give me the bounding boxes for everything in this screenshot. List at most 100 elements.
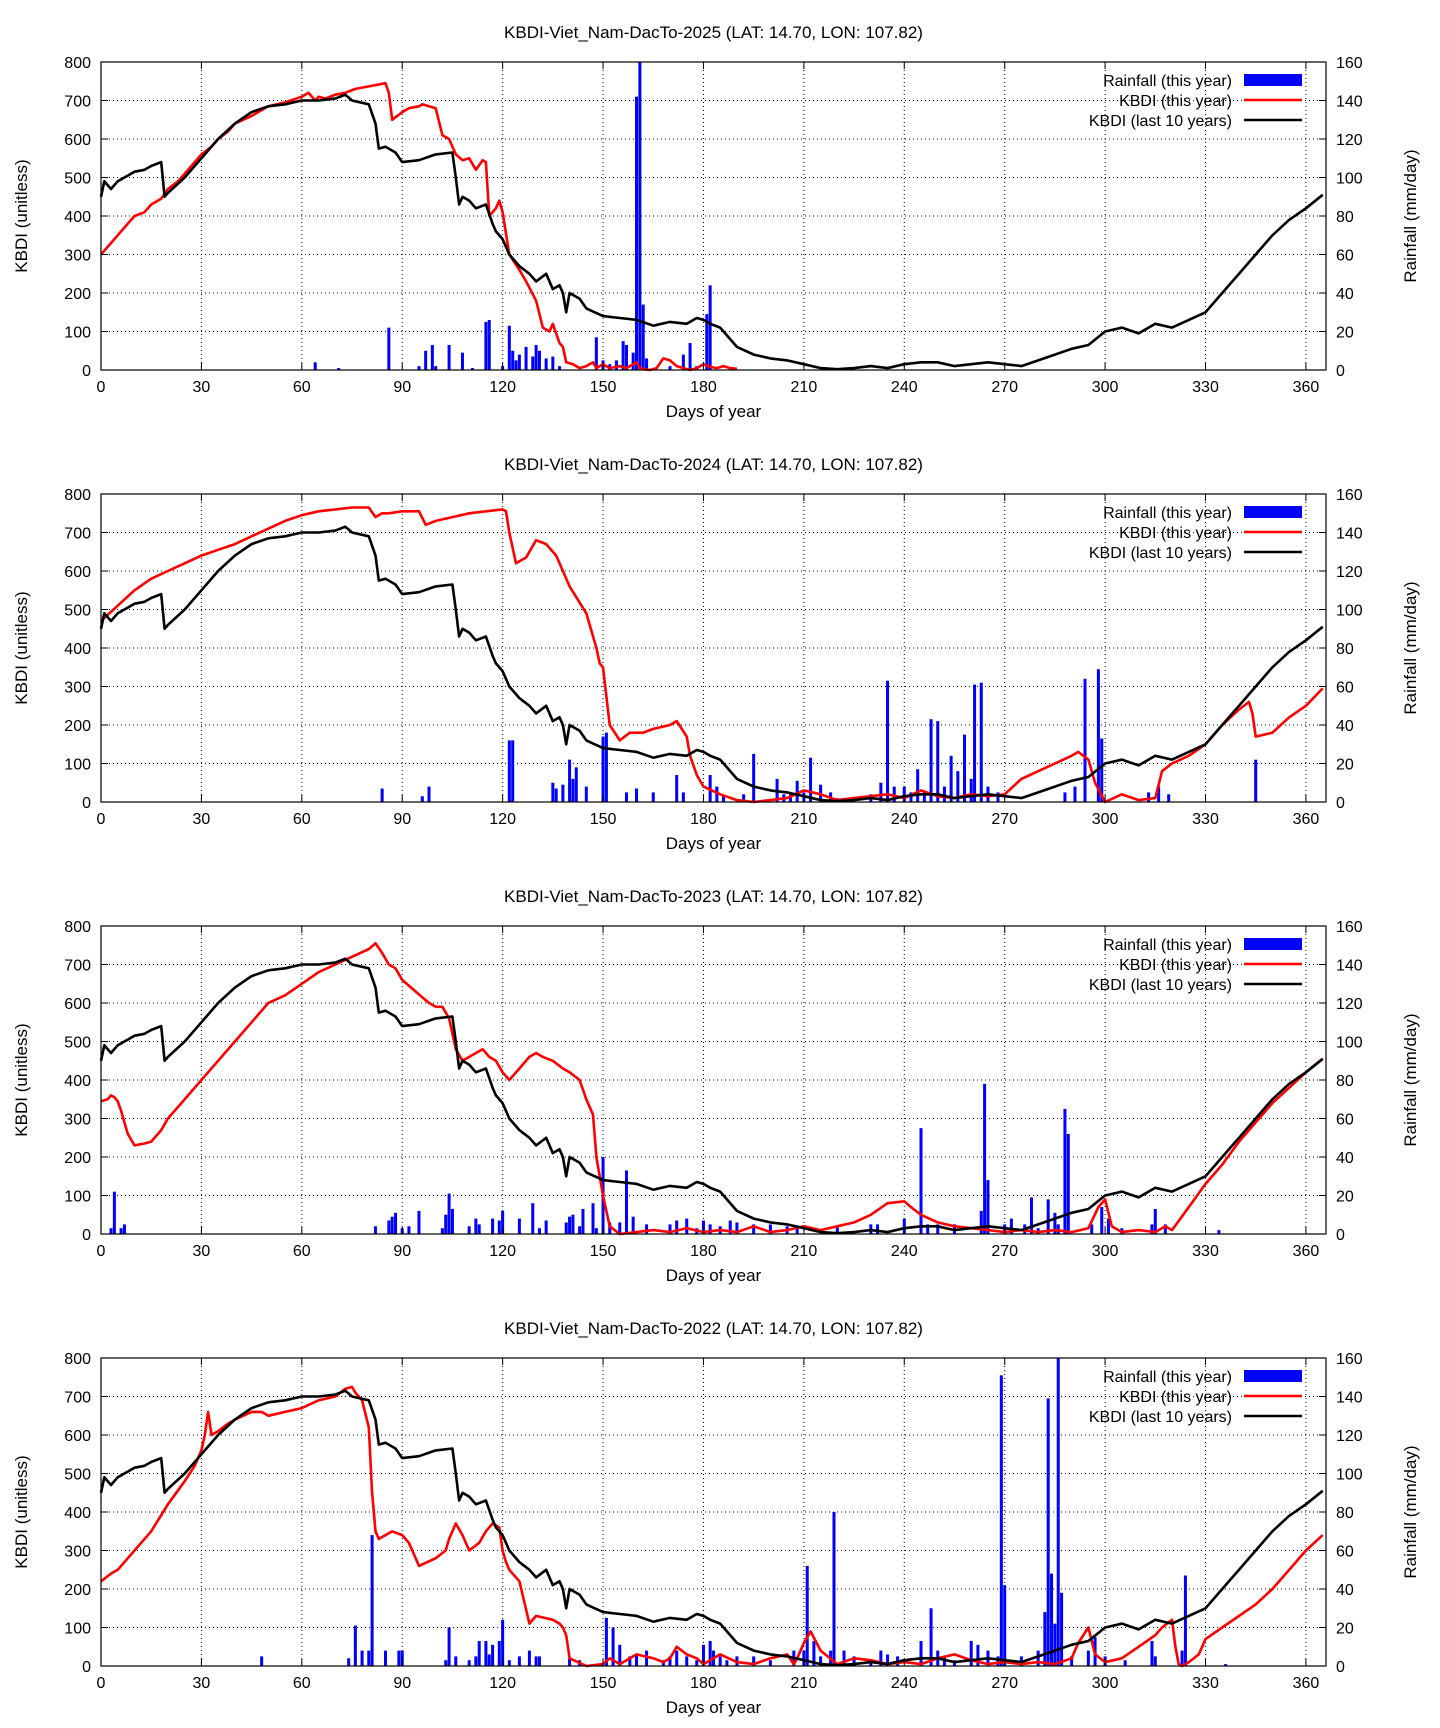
rainfall-bar bbox=[645, 358, 649, 370]
legend-label: Rainfall (this year) bbox=[1103, 73, 1232, 90]
rainfall-bar bbox=[668, 366, 672, 370]
rainfall-bar bbox=[531, 1203, 535, 1234]
rainfall-bar bbox=[842, 1650, 846, 1666]
rainfall-bar bbox=[936, 1224, 940, 1234]
rainfall-bar bbox=[651, 792, 655, 802]
rainfall-bar bbox=[1096, 669, 1100, 802]
rainfall-bar bbox=[537, 1656, 541, 1666]
rainfall-bar bbox=[487, 319, 491, 370]
y-tick-label: 200 bbox=[64, 718, 91, 735]
rainfall-bar bbox=[624, 344, 628, 370]
rainfall-bar bbox=[638, 62, 642, 370]
rainfall-bar bbox=[313, 362, 317, 370]
rainfall-bar bbox=[447, 344, 451, 370]
rainfall-bar bbox=[805, 1565, 809, 1666]
y2-tick-label: 100 bbox=[1336, 171, 1363, 188]
rainfall-bar bbox=[420, 796, 424, 802]
y2-tick-label: 140 bbox=[1336, 94, 1363, 111]
rainfall-bar bbox=[591, 1203, 595, 1234]
legend-label: Rainfall (this year) bbox=[1103, 1369, 1232, 1386]
rainfall-bar bbox=[1063, 1108, 1067, 1234]
y2-axis-label: Rainfall (mm/day) bbox=[1401, 149, 1420, 282]
rainfall-bar bbox=[722, 796, 726, 802]
y-axis-label: KBDI (unitless) bbox=[12, 159, 31, 272]
y2-tick-label: 100 bbox=[1336, 1035, 1363, 1052]
rainfall-bar bbox=[517, 1656, 521, 1666]
legend-label: Rainfall (this year) bbox=[1103, 937, 1232, 954]
rainfall-bar bbox=[581, 1208, 585, 1234]
x-tick-label: 150 bbox=[590, 1243, 617, 1260]
rainfall-bar bbox=[1157, 786, 1161, 802]
rainfall-bar bbox=[973, 684, 977, 802]
rainfall-bar bbox=[728, 1220, 732, 1234]
y-tick-label: 600 bbox=[64, 564, 91, 581]
y-tick-label: 200 bbox=[64, 1582, 91, 1599]
rainfall-bar bbox=[986, 1180, 990, 1234]
rainfall-bar bbox=[347, 1658, 351, 1666]
rainfall-bar bbox=[574, 767, 578, 802]
chart-panel-2024: KBDI-Viet_Nam-DacTo-2024 (LAT: 14.70, LO… bbox=[0, 432, 1440, 864]
kbdi-this-year-line bbox=[100, 81, 738, 372]
rainfall-bar bbox=[705, 314, 709, 370]
rainfall-bar bbox=[969, 1640, 973, 1666]
y-tick-label: 200 bbox=[64, 286, 91, 303]
x-tick-label: 210 bbox=[791, 379, 818, 396]
rainfall-bar bbox=[624, 1170, 628, 1234]
x-tick-label: 120 bbox=[489, 1243, 516, 1260]
kbdi-last-10-years-line bbox=[99, 93, 1324, 371]
rainfall-bar bbox=[109, 1228, 113, 1234]
y-tick-label: 600 bbox=[64, 996, 91, 1013]
rainfall-bar bbox=[1147, 792, 1151, 802]
rainfall-bar bbox=[942, 1656, 946, 1666]
rainfall-bar bbox=[447, 1627, 451, 1666]
rainfall-bar bbox=[886, 1654, 890, 1666]
x-tick-label: 360 bbox=[1293, 1243, 1320, 1260]
rainfall-bar bbox=[447, 1193, 451, 1234]
x-axis-label: Days of year bbox=[666, 1266, 762, 1285]
x-tick-label: 330 bbox=[1192, 811, 1219, 828]
rainfall-bar bbox=[631, 352, 635, 370]
ticks: 0 30 60 90 120 150 180 210 240 270 300 330 360 0 100 20… bbox=[64, 919, 1363, 1260]
rainfall-bar bbox=[501, 1210, 505, 1234]
rainfall-bar bbox=[551, 356, 555, 370]
y-tick-label: 100 bbox=[64, 1621, 91, 1638]
legend-label: KBDI (last 10 years) bbox=[1089, 545, 1232, 562]
x-tick-label: 30 bbox=[193, 811, 211, 828]
rainfall-bar bbox=[1073, 786, 1077, 802]
y-tick-label: 700 bbox=[64, 1390, 91, 1407]
rainfall-bar bbox=[668, 1224, 672, 1234]
rainfall-bar bbox=[337, 368, 341, 370]
rainfall-bar bbox=[902, 786, 906, 802]
x-tick-label: 360 bbox=[1293, 379, 1320, 396]
y-tick-label: 800 bbox=[64, 1351, 91, 1368]
x-tick-label: 330 bbox=[1192, 1243, 1219, 1260]
rainfall-bar bbox=[614, 360, 618, 370]
rainfall-bar bbox=[996, 1656, 1000, 1666]
rainfall-bar bbox=[1180, 1650, 1184, 1666]
y2-tick-label: 80 bbox=[1336, 1073, 1354, 1090]
rainfall-bar bbox=[668, 1656, 672, 1666]
x-tick-label: 150 bbox=[590, 1675, 617, 1692]
legend-label: KBDI (this year) bbox=[1119, 1389, 1232, 1406]
rainfall-bar bbox=[484, 1640, 488, 1666]
rainfall-bar bbox=[568, 1216, 572, 1234]
legend-label: KBDI (last 10 years) bbox=[1089, 113, 1232, 130]
rainfall-bar bbox=[380, 788, 384, 802]
rainfall-bar bbox=[387, 327, 391, 370]
rainfall-bar bbox=[996, 792, 1000, 802]
rainfall-bar bbox=[949, 755, 953, 802]
x-tick-label: 270 bbox=[991, 1243, 1018, 1260]
rainfall-bar bbox=[568, 1658, 572, 1666]
rainfall-bar bbox=[635, 96, 639, 371]
grid-lines bbox=[101, 494, 1326, 802]
y2-tick-label: 0 bbox=[1336, 795, 1345, 812]
y-tick-label: 400 bbox=[64, 1505, 91, 1522]
y2-tick-label: 140 bbox=[1336, 958, 1363, 975]
y-tick-label: 800 bbox=[64, 55, 91, 72]
legend-label: KBDI (last 10 years) bbox=[1089, 1409, 1232, 1426]
rainfall-bar bbox=[551, 782, 555, 802]
rainfall-bar bbox=[645, 1224, 649, 1234]
legend-label: KBDI (this year) bbox=[1119, 525, 1232, 542]
rainfall-bar bbox=[812, 1640, 816, 1666]
legend: Rainfall (this year) KBDI (this year) KBDI… bbox=[1089, 73, 1302, 130]
